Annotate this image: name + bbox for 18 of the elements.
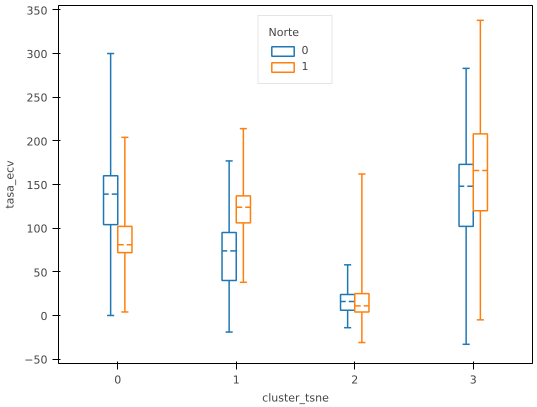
x-tick-label: 3 bbox=[470, 374, 477, 386]
y-tick-label: −50 bbox=[24, 354, 48, 367]
y-tick-label: 250 bbox=[26, 92, 48, 105]
x-tick-label: 0 bbox=[114, 374, 122, 386]
x-axis-title: cluster_tsne bbox=[262, 392, 330, 404]
y-axis-title: tasa_ecv bbox=[3, 160, 16, 209]
y-tick-label: 300 bbox=[26, 48, 48, 62]
y-tick-label: 200 bbox=[26, 135, 48, 148]
y-tick-label: 50 bbox=[34, 266, 48, 280]
legend-label: 1 bbox=[302, 60, 310, 73]
y-tick-label: 150 bbox=[26, 179, 48, 192]
y-tick-label: 100 bbox=[26, 222, 48, 236]
x-tick-label: 2 bbox=[351, 374, 358, 386]
legend-label: 0 bbox=[302, 44, 310, 57]
legend-title: Norte bbox=[268, 26, 300, 39]
y-tick-label: 0 bbox=[40, 310, 48, 323]
x-tick-label: 1 bbox=[232, 374, 240, 386]
y-tick-label: 350 bbox=[26, 4, 48, 18]
